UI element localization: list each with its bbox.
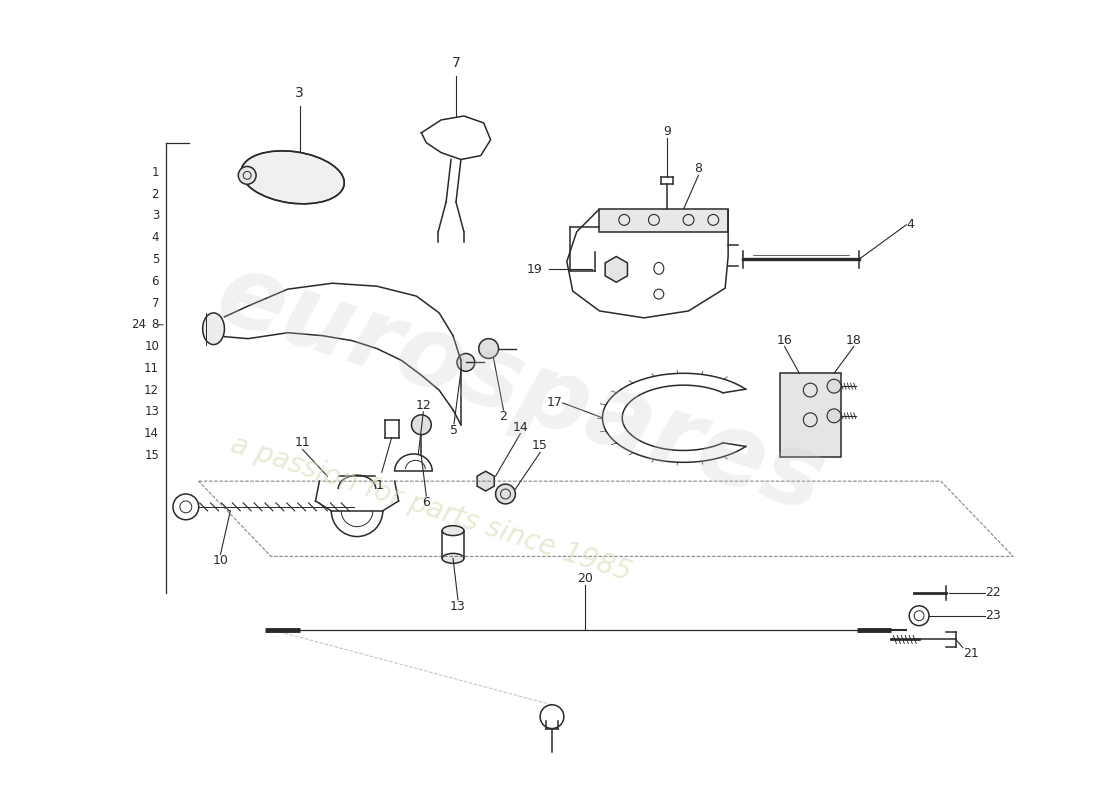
Text: 20: 20 [576, 572, 593, 585]
Text: 1: 1 [376, 479, 384, 492]
Text: 1: 1 [152, 166, 160, 179]
Text: 23: 23 [986, 610, 1001, 622]
Circle shape [411, 415, 431, 434]
Text: 3: 3 [152, 210, 160, 222]
Text: 14: 14 [513, 421, 528, 434]
Text: 15: 15 [532, 439, 548, 453]
Circle shape [239, 166, 256, 184]
Text: 16: 16 [777, 334, 792, 346]
Text: 4: 4 [906, 218, 914, 231]
Ellipse shape [241, 151, 344, 204]
Ellipse shape [442, 554, 464, 563]
Text: 14: 14 [144, 427, 159, 440]
Text: 13: 13 [450, 600, 465, 613]
Polygon shape [780, 374, 840, 458]
Circle shape [478, 338, 498, 358]
Text: eurospares: eurospares [205, 246, 836, 534]
Text: 4: 4 [152, 231, 160, 244]
Text: 8: 8 [152, 318, 160, 331]
Text: 12: 12 [416, 399, 431, 412]
Text: 15: 15 [144, 449, 159, 462]
Text: 6: 6 [152, 274, 160, 288]
Text: 2: 2 [152, 188, 160, 201]
Circle shape [827, 409, 840, 422]
Text: 5: 5 [450, 424, 458, 437]
Polygon shape [600, 209, 728, 232]
Text: 10: 10 [212, 554, 229, 567]
Text: 22: 22 [986, 586, 1001, 599]
Text: 17: 17 [547, 397, 563, 410]
Text: 2: 2 [499, 410, 507, 423]
Text: 7: 7 [452, 57, 461, 70]
Text: 21: 21 [962, 647, 978, 660]
Text: 19: 19 [526, 263, 542, 276]
Text: 7: 7 [152, 297, 160, 310]
Circle shape [456, 354, 475, 371]
Text: 11: 11 [144, 362, 159, 375]
Text: 8: 8 [694, 162, 703, 175]
Circle shape [827, 379, 840, 393]
Text: 10: 10 [144, 340, 159, 353]
Text: 6: 6 [422, 496, 430, 509]
Text: 9: 9 [663, 125, 671, 138]
Text: 3: 3 [295, 86, 304, 100]
Ellipse shape [202, 313, 224, 345]
Text: 24: 24 [131, 318, 146, 331]
Text: 13: 13 [144, 406, 159, 418]
Text: 11: 11 [295, 437, 310, 450]
Text: 12: 12 [144, 384, 159, 397]
Circle shape [496, 484, 516, 504]
Ellipse shape [442, 526, 464, 535]
Text: 18: 18 [846, 334, 861, 346]
Text: 5: 5 [152, 253, 160, 266]
Text: a passion for parts since 1985: a passion for parts since 1985 [228, 430, 635, 587]
